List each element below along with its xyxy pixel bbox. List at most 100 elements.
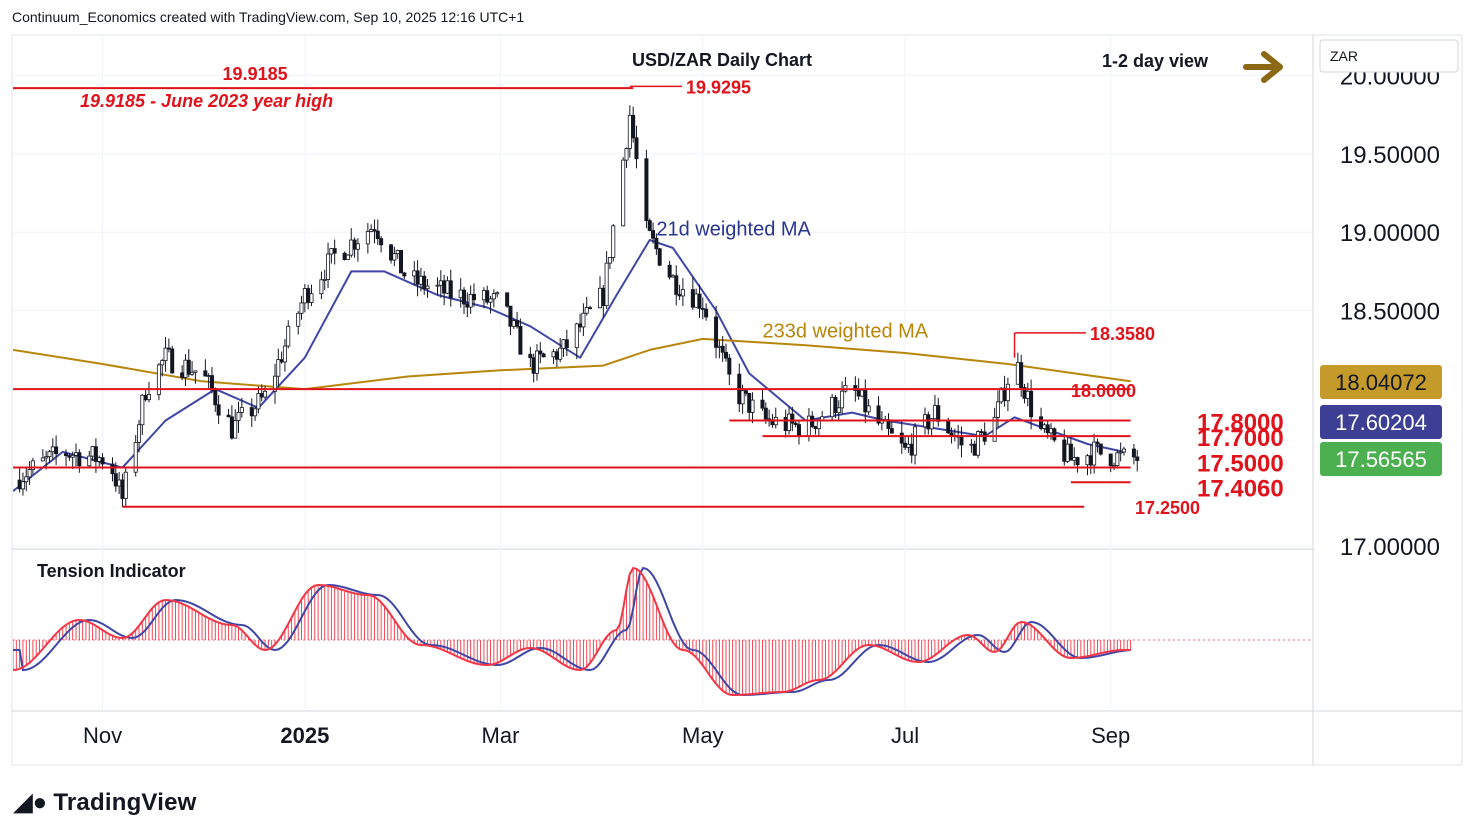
price-badges: 18.04072 17.60204 17.56565 (1320, 365, 1442, 476)
candle-down (697, 293, 702, 309)
candle-up (607, 257, 612, 264)
candle-down (1095, 441, 1100, 445)
candle-up (999, 387, 1004, 403)
candle-down (422, 275, 427, 290)
candle-down (379, 238, 384, 246)
chart-credit: Continuum_Economics created with Trading… (12, 9, 525, 25)
view-label: 1-2 day view (1102, 51, 1209, 71)
candle-down (143, 394, 148, 401)
candle-down (229, 416, 234, 439)
candle-up (488, 298, 493, 303)
currency-label: ZAR (1330, 48, 1358, 64)
candle-up (190, 371, 195, 375)
candle-up (913, 426, 918, 456)
y-tick-label: 19.00000 (1340, 220, 1440, 247)
y-tick-label: 17.00000 (1340, 534, 1440, 561)
candle-down (926, 414, 931, 430)
candle-down (538, 350, 543, 355)
candle-up (1092, 441, 1097, 466)
candle-down (790, 413, 795, 424)
price-badge-label: 17.60204 (1335, 410, 1427, 435)
candle-down (704, 308, 709, 318)
candle-down (64, 453, 69, 457)
grid (13, 35, 1313, 711)
candle-down (1068, 443, 1073, 461)
candle-down (186, 359, 191, 375)
x-tick-label: Sep (1091, 723, 1130, 748)
price-badge (1320, 442, 1442, 476)
ma-line (13, 239, 1125, 492)
candle-up (836, 407, 841, 414)
candle-down (209, 375, 214, 391)
candle-down (1088, 455, 1093, 466)
price-badge-label: 18.04072 (1335, 370, 1427, 395)
candle-up (787, 413, 792, 431)
support-resistance-levels: 19.9185 18.0000 17.800017.700017.500017.40… (13, 64, 1284, 518)
annotation-text: 233d weighted MA (762, 320, 928, 342)
candle-up (47, 451, 52, 458)
candle-down (1039, 416, 1044, 429)
candle-down (213, 389, 218, 406)
candle-down (1052, 428, 1057, 441)
candle-up (906, 443, 911, 448)
candle-up (584, 307, 589, 314)
candle-up (495, 292, 500, 295)
candle-up (160, 360, 165, 366)
candle-down (515, 320, 520, 327)
candle-up (236, 412, 241, 421)
x-tick-label: Mar (482, 723, 520, 748)
candle-down (249, 407, 254, 417)
candle-up (272, 375, 277, 392)
candle-down (216, 404, 221, 416)
candle-up (1112, 465, 1117, 467)
candle-up (694, 293, 699, 308)
candle-down (372, 229, 377, 232)
candle-up (40, 457, 45, 462)
candle-up (276, 359, 281, 377)
candle-down (959, 436, 964, 446)
candle-up (627, 114, 632, 149)
candle-down (113, 473, 118, 487)
candle-up (558, 347, 563, 360)
candle-down (518, 326, 523, 355)
candle-down (1045, 424, 1050, 434)
candle-up (418, 275, 423, 285)
candle-up (97, 457, 102, 462)
candle-down (1098, 443, 1103, 455)
candle-up (146, 394, 151, 401)
candle-up (624, 148, 629, 161)
tension-indicator-title: Tension Indicator (37, 561, 186, 581)
ma-line (13, 337, 1131, 391)
candle-up (140, 394, 145, 426)
candle-down (796, 424, 801, 437)
candle-down (448, 280, 453, 299)
candle-up (326, 253, 331, 280)
candle-up (1005, 383, 1010, 402)
candle-up (70, 454, 75, 458)
candle-down (909, 443, 914, 456)
candle-up (969, 443, 974, 446)
candle-down (700, 308, 705, 310)
candle-down (853, 385, 858, 391)
candle-down (166, 347, 171, 350)
candle-up (425, 285, 430, 290)
candle-up (830, 396, 835, 418)
candle-down (677, 293, 682, 297)
candle-down (634, 137, 639, 160)
candle-down (936, 405, 941, 422)
candle-down (180, 372, 185, 378)
candle-up (117, 479, 122, 487)
tradingview-logo-icon: ◢● (14, 789, 48, 816)
level-label: 19.9185 (223, 64, 288, 84)
tension-fast-line (13, 566, 1131, 696)
candle-down (654, 237, 659, 250)
tradingview-logo[interactable]: ◢● TradingView (14, 788, 197, 817)
candle-down (783, 416, 788, 431)
candle-up (611, 225, 616, 258)
candle-down (601, 287, 606, 306)
candle-down (743, 390, 748, 394)
candle-up (458, 289, 463, 299)
candle-down (1108, 453, 1113, 467)
currency-box[interactable] (1319, 39, 1459, 73)
